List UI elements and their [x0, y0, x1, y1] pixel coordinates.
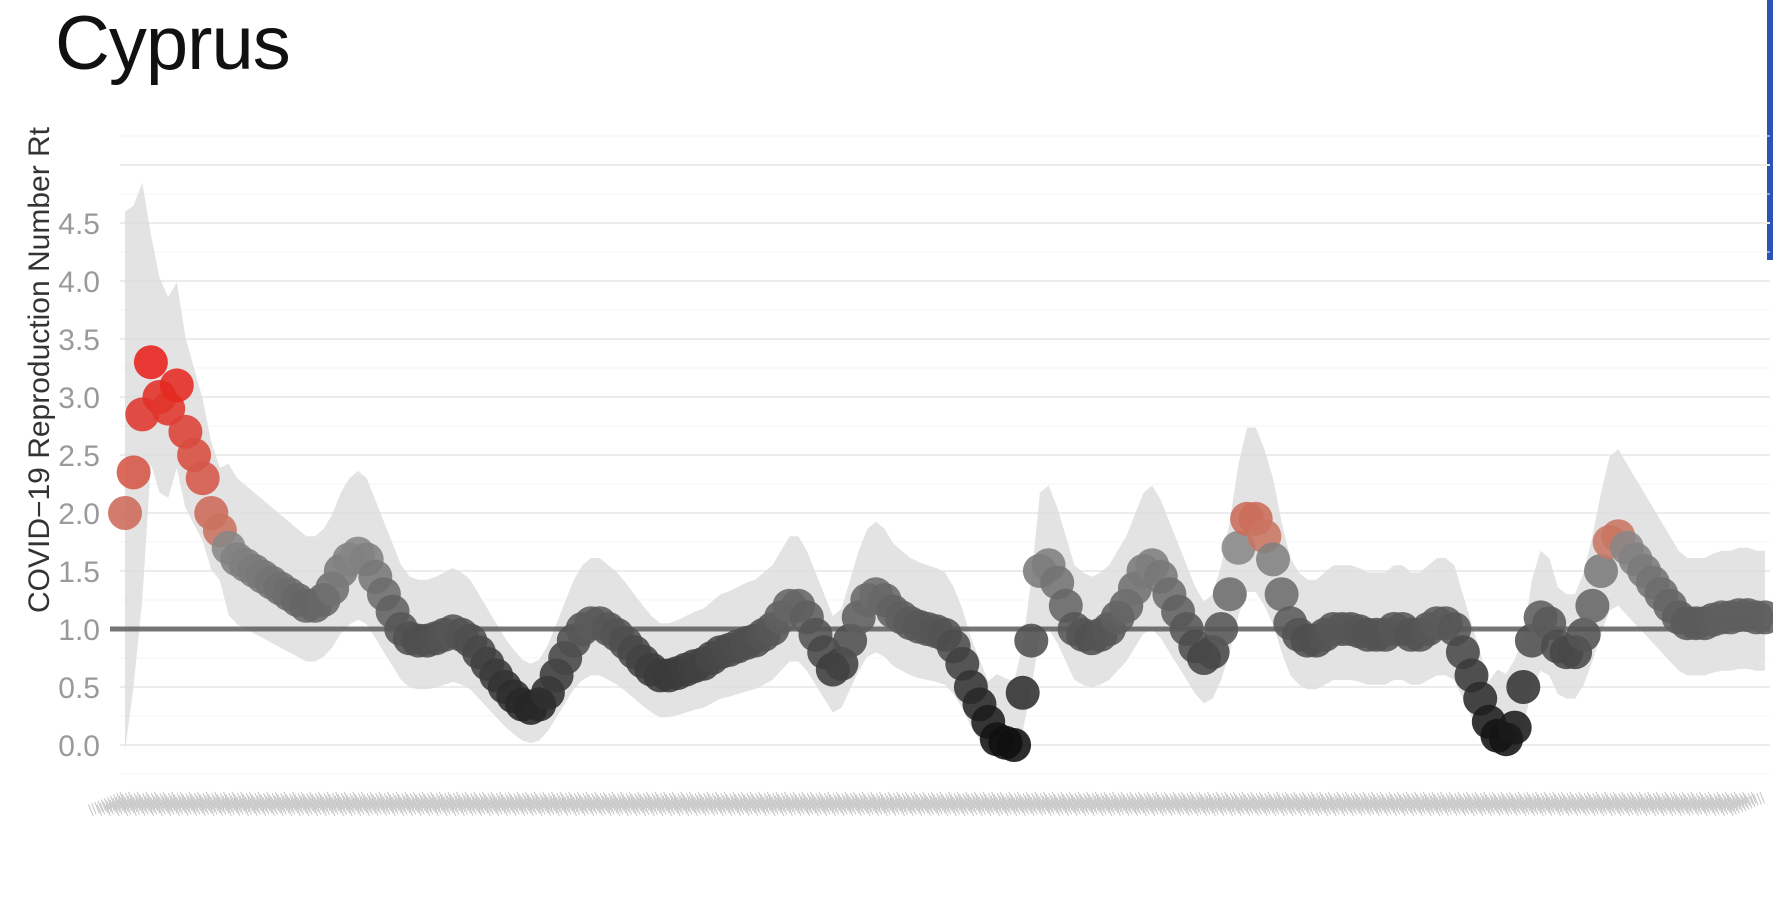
data-point — [1014, 623, 1049, 658]
data-point — [1497, 710, 1532, 745]
data-point — [1566, 617, 1601, 652]
right-edge-strip — [1767, 0, 1773, 260]
confidence-band — [125, 182, 1765, 751]
data-point — [159, 368, 194, 403]
y-tick-labels: 0.0 0.5 1.0 1.5 2.0 2.5 3.0 3.5 4.0 4.5 — [58, 208, 100, 763]
confidence-band-area — [125, 182, 1765, 751]
y-tick-label: 2.0 — [58, 498, 100, 531]
data-point — [1204, 612, 1239, 646]
y-tick-label: 4.5 — [58, 208, 100, 241]
y-tick-label: 3.5 — [58, 324, 100, 357]
data-point — [997, 728, 1032, 762]
data-point — [116, 455, 151, 490]
data-point — [1748, 600, 1773, 635]
data-point — [1221, 530, 1256, 565]
y-tick-label: 0.5 — [58, 672, 100, 705]
x-tick-labels: ||||||||||||||||||||||||||||||||||||||||… — [86, 789, 1766, 817]
y-tick-label: 1.0 — [58, 614, 100, 647]
chart-title: Cyprus — [55, 1, 291, 86]
y-tick-label: 2.5 — [58, 440, 100, 473]
y-tick-label: 1.5 — [58, 556, 100, 589]
data-point — [108, 496, 142, 530]
data-point — [1212, 577, 1247, 612]
data-point — [1584, 554, 1618, 588]
data-point — [1575, 588, 1610, 623]
y-tick-label: 0.0 — [58, 730, 100, 763]
data-point — [1005, 675, 1040, 710]
y-tick-label: 3.0 — [58, 382, 100, 415]
data-point — [133, 345, 168, 380]
data-point — [1264, 577, 1299, 612]
y-tick-label: 4.0 — [58, 266, 100, 299]
data-points — [108, 345, 1773, 762]
data-point — [1256, 542, 1290, 577]
data-point — [1506, 670, 1541, 704]
data-point — [185, 461, 220, 496]
